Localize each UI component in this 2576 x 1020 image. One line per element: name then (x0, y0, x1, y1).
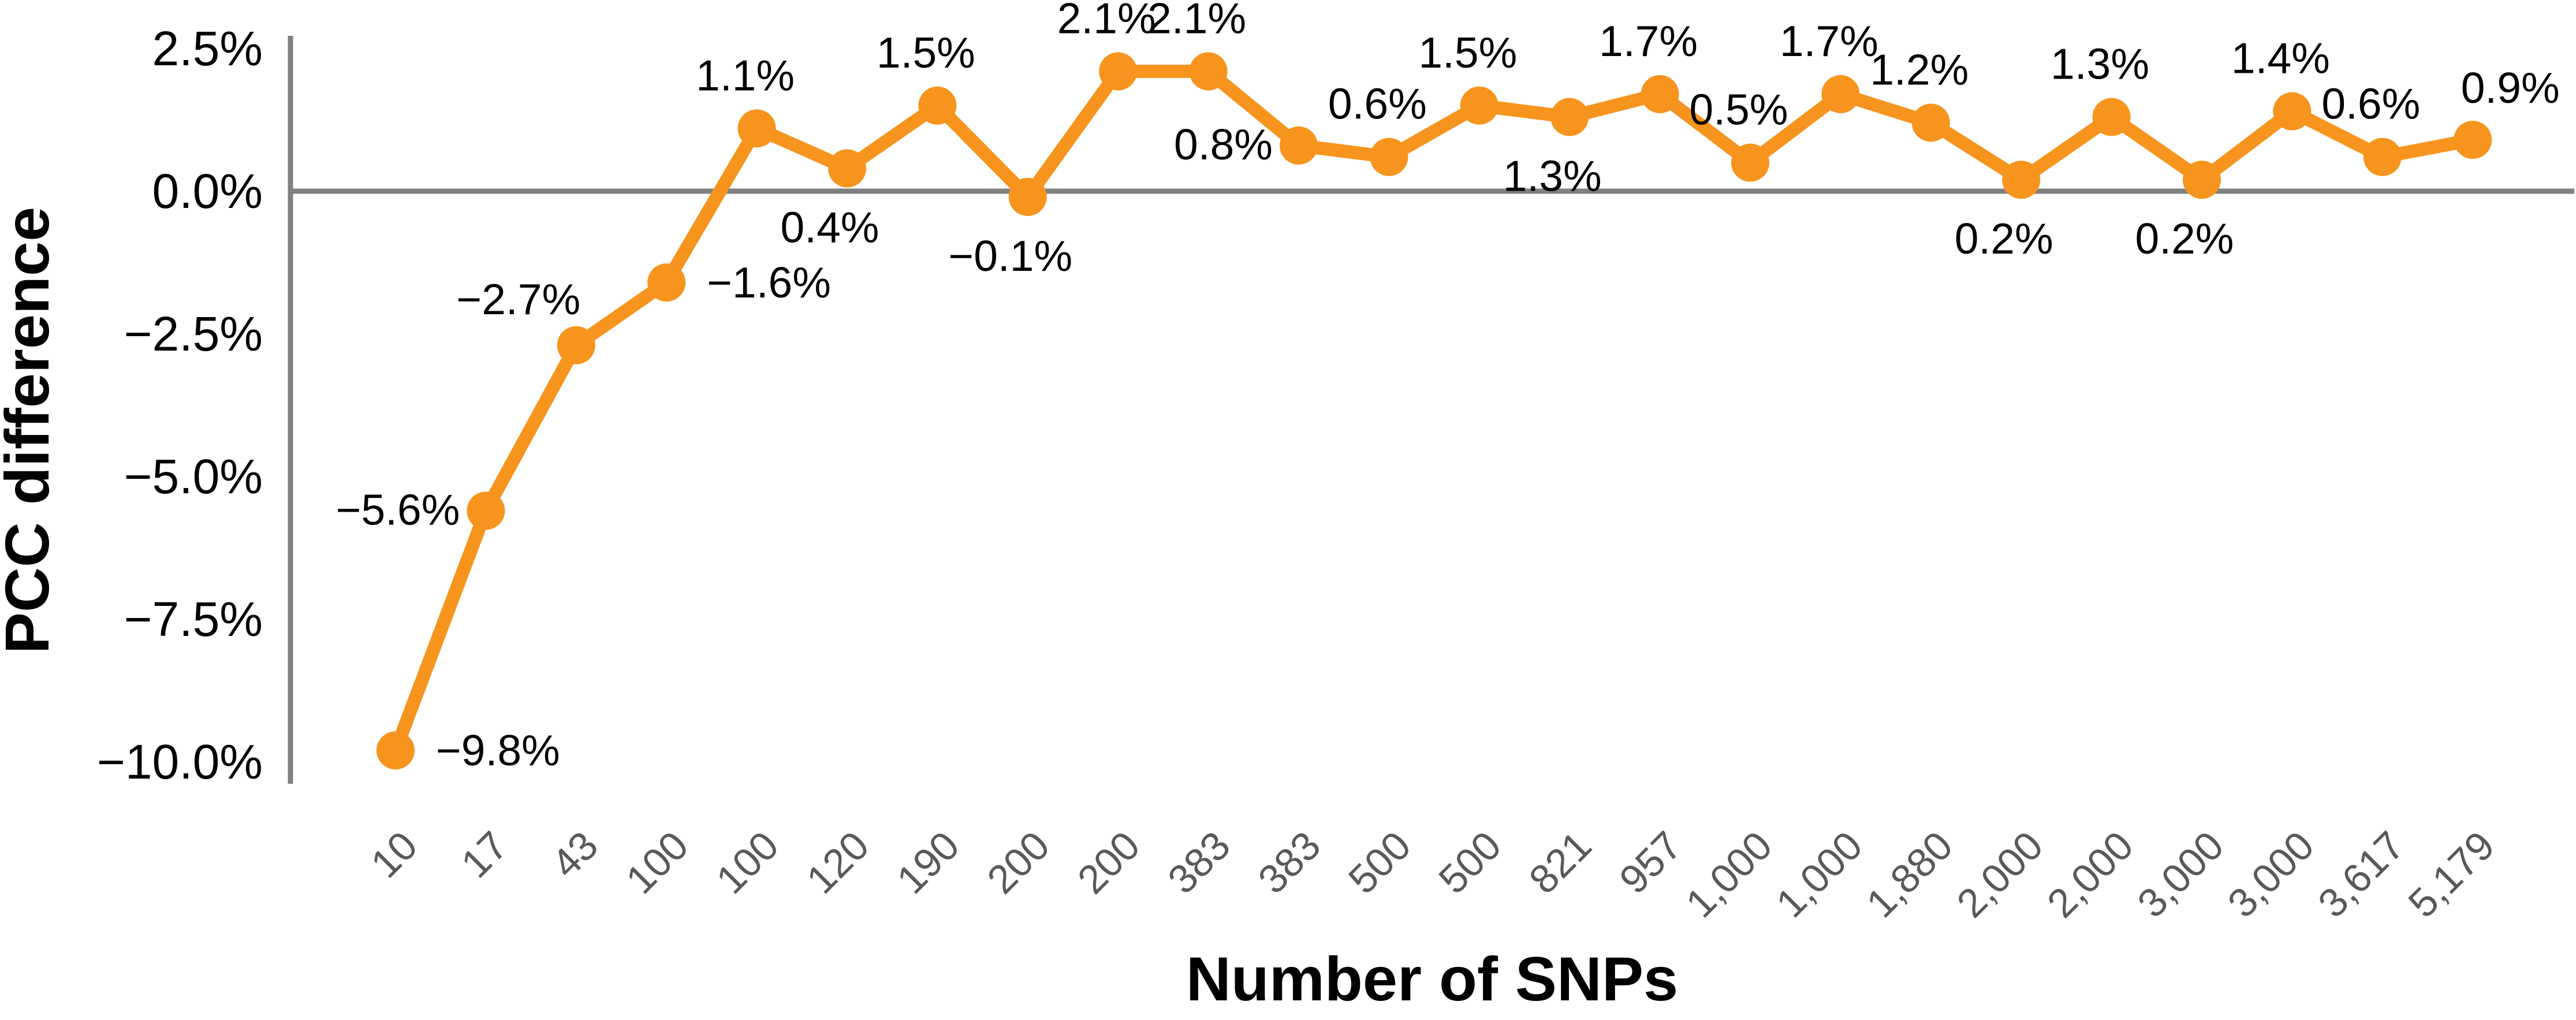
x-axis-tick-label: 500 (1430, 822, 1510, 902)
x-axis-tick-label: 1,000 (1768, 822, 1871, 926)
data-point-label: 0.2% (2135, 214, 2234, 263)
y-axis-tick-label: 2.5% (152, 21, 263, 76)
data-point-label: 1.5% (1418, 28, 1517, 77)
data-point-label: −0.1% (948, 232, 1072, 280)
data-point-label: 0.9% (2461, 64, 2560, 112)
x-axis-tick-label: 2,000 (1948, 822, 2052, 926)
data-point-label: −1.6% (707, 258, 831, 307)
data-point-label: 0.8% (1174, 120, 1273, 169)
x-axis-tick-label: 3,000 (2129, 822, 2232, 926)
x-axis-tick-label: 1,000 (1677, 822, 1781, 926)
x-axis-tick-label: 383 (1159, 822, 1239, 902)
data-point-marker (1099, 52, 1138, 91)
data-point-marker (2454, 121, 2492, 159)
data-point-marker (2363, 137, 2402, 176)
data-point-label: 2.1% (1057, 0, 1156, 43)
data-point-marker (737, 109, 776, 148)
data-point-label: 1.7% (1780, 17, 1878, 65)
data-point-marker (1370, 137, 1408, 176)
x-axis-tick-label: 383 (1250, 822, 1329, 902)
data-point-label: −2.7% (456, 275, 580, 323)
data-point-marker (2273, 92, 2312, 131)
x-axis-tick-label: 200 (979, 822, 1058, 902)
y-axis-tick-label: 0.0% (152, 164, 263, 218)
data-point-label: 1.5% (877, 28, 975, 77)
data-point-marker (647, 263, 686, 302)
data-point-label: 0.6% (2321, 80, 2420, 128)
x-axis-tick-label: 1,880 (1858, 822, 1961, 926)
data-point-marker (1911, 103, 1950, 142)
data-point-marker (2002, 161, 2041, 199)
x-axis-title: Number of SNPs (1186, 944, 1678, 1014)
data-point-label: 1.3% (1503, 152, 1602, 200)
data-point-label: 1.1% (696, 51, 795, 99)
data-point-marker (467, 492, 505, 530)
series-layer (376, 52, 2492, 770)
data-point-marker (2183, 161, 2221, 199)
data-point-label: −9.8% (436, 726, 560, 775)
x-axis-tick-label: 3,000 (2219, 822, 2322, 926)
data-point-marker (1460, 86, 1498, 125)
x-axis-tick-label: 100 (707, 822, 787, 902)
x-axis-tick-label: 43 (543, 822, 606, 886)
x-axis-tick-label: 2,000 (2038, 822, 2142, 926)
x-axis-tick-label: 500 (1340, 822, 1419, 902)
data-point-marker (1731, 143, 1769, 182)
x-axis-tick-label: 100 (617, 822, 697, 902)
data-point-marker (376, 731, 415, 770)
x-axis-tick-label: 821 (1520, 822, 1600, 902)
x-axis-tick-label: 957 (1611, 822, 1690, 902)
data-point-label: 1.7% (1599, 17, 1698, 65)
y-axis-ticks-layer: 2.5% 0.0% −2.5% −5.0% −7.5% −10.0% (97, 21, 263, 789)
y-axis-tick-label: −10.0% (97, 735, 263, 789)
data-point-marker (828, 149, 866, 188)
y-axis-title: PCC difference (0, 207, 62, 654)
y-axis-tick-label: −7.5% (124, 592, 263, 646)
data-point-marker (1189, 52, 1228, 91)
y-axis-tick-label: −2.5% (124, 307, 263, 361)
y-axis-tick-label: −5.0% (124, 449, 263, 504)
x-axis-ticks-layer: 10 17 43 100 100 120 190 200 200 383 383 500 500 821 9… (362, 822, 2503, 926)
data-point-marker (1280, 126, 1318, 165)
data-point-label: 1.3% (2051, 40, 2149, 88)
data-point-marker (2092, 98, 2131, 136)
data-point-label: 1.4% (2231, 34, 2330, 83)
data-point-label: −5.6% (336, 485, 460, 534)
x-axis-tick-label: 190 (888, 822, 968, 902)
data-point-label: 0.2% (1955, 214, 2053, 263)
data-point-marker (1641, 75, 1679, 114)
data-point-marker (557, 326, 595, 364)
x-axis-tick-label: 17 (453, 822, 516, 886)
data-point-label: 0.4% (781, 203, 879, 251)
data-point-label: 2.1% (1147, 0, 1246, 43)
x-axis-tick-label: 200 (1069, 822, 1149, 902)
x-axis-tick-label: 5,179 (2400, 822, 2503, 926)
data-point-label: 1.2% (1870, 45, 1969, 94)
data-point-label: 0.6% (1328, 80, 1427, 128)
data-point-marker (1550, 98, 1589, 136)
data-point-marker (1821, 75, 1860, 114)
data-labels-layer: −9.8% −5.6% −2.7% −1.6% 1.1% 0.4% 1.5% −0.1% 2.1… (336, 0, 2560, 775)
x-axis-tick-label: 10 (362, 822, 426, 886)
x-axis-tick-label: 3,617 (2309, 822, 2413, 926)
data-point-marker (918, 86, 957, 125)
series-line (389, 65, 2480, 757)
x-axis-tick-label: 120 (798, 822, 878, 902)
gridlines-layer (288, 36, 2574, 784)
data-point-label: 0.5% (1690, 85, 1788, 134)
data-point-marker (1008, 177, 1047, 216)
